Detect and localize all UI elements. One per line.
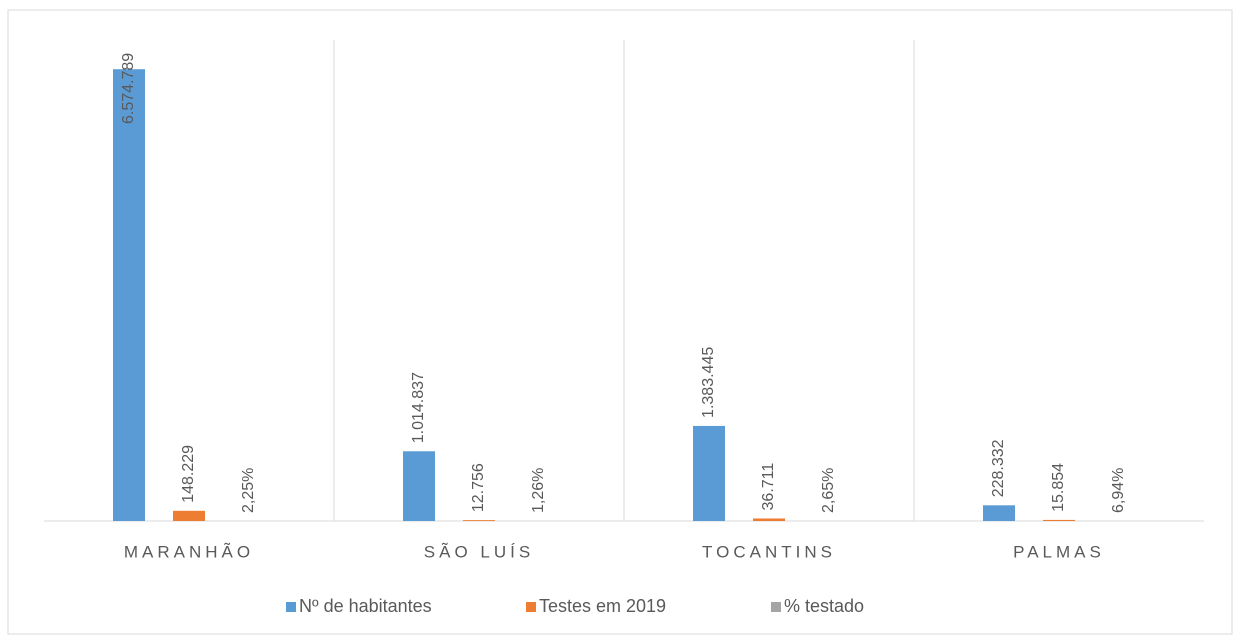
bar: [403, 451, 435, 521]
legend-swatch: [526, 602, 536, 612]
x-tick-label: MARANHÃO: [124, 542, 254, 561]
x-tick-label: SÃO LUÍS: [424, 542, 534, 561]
data-label: 36.711: [760, 463, 777, 511]
data-label: 6.574.789: [120, 53, 137, 124]
bar: [463, 520, 495, 521]
data-label: 1,26%: [530, 468, 547, 513]
legend-label: % testado: [784, 596, 864, 616]
bar: [113, 69, 145, 521]
x-tick-label: TOCANTINS: [702, 542, 836, 561]
bar: [1043, 519, 1075, 521]
data-label: 228.332: [990, 439, 1007, 497]
data-label: 15.854: [1050, 463, 1067, 512]
legend-label: Testes em 2019: [539, 596, 666, 616]
data-label: 1.014.837: [410, 372, 427, 443]
bar: [173, 510, 205, 521]
legend-swatch: [771, 602, 781, 612]
bar: [693, 425, 725, 521]
data-label: 2,65%: [820, 468, 837, 513]
legend-label: Nº de habitantes: [299, 596, 432, 616]
bar: [983, 505, 1015, 521]
data-label: 148.229: [180, 445, 197, 503]
data-label: 1.383.445: [700, 347, 717, 418]
x-tick-label: PALMAS: [1013, 542, 1105, 561]
legend-swatch: [286, 602, 296, 612]
bar: [753, 518, 785, 521]
data-label: 6,94%: [1110, 468, 1127, 513]
data-label: 2,25%: [240, 468, 257, 513]
data-label: 12.756: [470, 463, 487, 512]
chart-frame: [7, 9, 1233, 635]
